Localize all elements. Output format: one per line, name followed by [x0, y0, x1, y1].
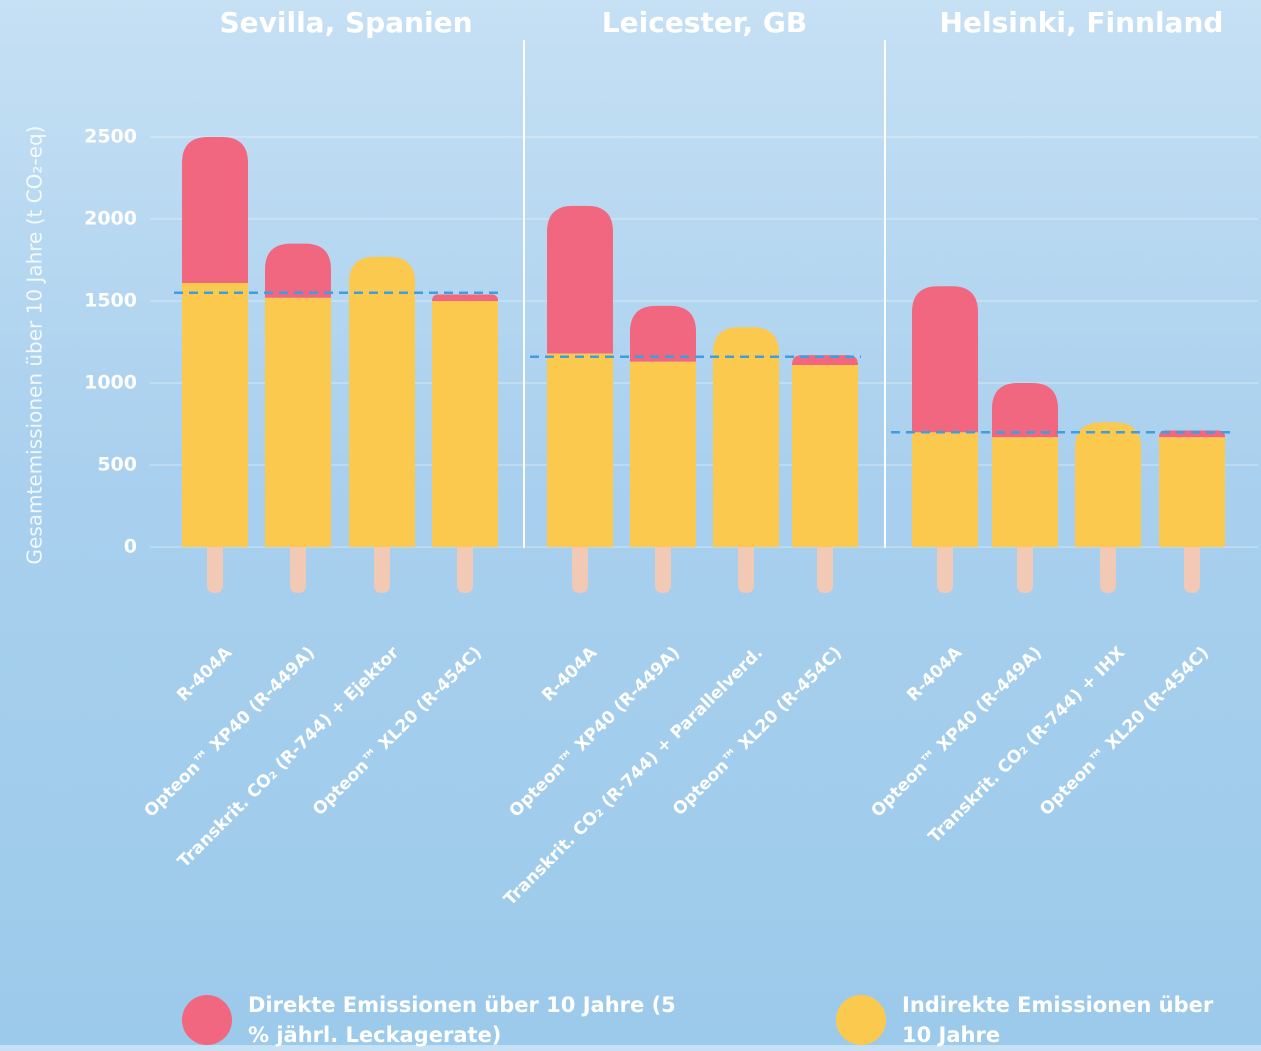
bar-indirect: [713, 327, 779, 547]
x-tick-label: Opteon™ XL20 (R-454C): [669, 643, 846, 820]
legend-label: Indirekte Emissionen über 10 Jahre: [902, 990, 1232, 1051]
panel-title: Sevilla, Spanien: [219, 6, 472, 39]
y-tick-label: 2500: [84, 126, 137, 148]
stick: [1184, 543, 1200, 593]
legend-item: Indirekte Emissionen über 10 Jahre: [836, 990, 1246, 1051]
stick: [572, 543, 588, 593]
bar-indirect: [1159, 437, 1225, 547]
legend-item: Direkte Emissionen über 10 Jahre (5 % jä…: [182, 990, 702, 1051]
bar-indirect: [182, 283, 248, 547]
legend-swatch: [836, 995, 886, 1045]
bar-indirect: [1075, 422, 1141, 547]
bar-indirect: [630, 362, 696, 547]
stick: [207, 543, 223, 593]
bar-direct: [432, 294, 498, 301]
stick: [738, 543, 754, 593]
stick: [655, 543, 671, 593]
x-tick-label: Opteon™ XP40 (R-449A): [868, 643, 1047, 822]
panel-title: Helsinki, Finnland: [940, 6, 1224, 39]
x-tick-label: Opteon™ XL20 (R-454C): [309, 643, 486, 820]
page: {"chart_data": { "type": "bar", "stacked…: [0, 0, 1261, 1045]
bar-indirect: [912, 432, 978, 547]
stick: [937, 543, 953, 593]
y-axis-label: Gesamtemissionen über 10 Jahre (t CO₂-eq…: [23, 126, 47, 565]
x-tick-label: R-404A: [903, 642, 966, 705]
stick: [1017, 543, 1033, 593]
bar-indirect: [349, 257, 415, 547]
stick: [457, 543, 473, 593]
bar-indirect: [992, 437, 1058, 547]
stick: [374, 543, 390, 593]
bar-direct: [265, 244, 331, 298]
bar-direct: [182, 137, 248, 283]
y-tick-label: 1000: [84, 372, 137, 394]
bar-direct: [912, 286, 978, 432]
bar-indirect: [265, 298, 331, 547]
panel-title: Leicester, GB: [602, 6, 807, 39]
bar-indirect: [432, 301, 498, 547]
bar-direct: [547, 206, 613, 354]
x-tick-label: Opteon™ XP40 (R-449A): [141, 643, 320, 822]
stick: [290, 543, 306, 593]
x-tick-label: R-404A: [538, 642, 601, 705]
x-tick-label: R-404A: [173, 642, 236, 705]
y-tick-label: 500: [97, 454, 137, 476]
legend-swatch: [182, 995, 232, 1045]
y-tick-label: 2000: [84, 208, 137, 230]
y-tick-label: 0: [124, 536, 137, 558]
chart: Gesamtemissionen über 10 Jahre (t CO₂-eq…: [0, 0, 1261, 1045]
bar-indirect: [547, 353, 613, 547]
x-tick-label: Opteon™ XL20 (R-454C): [1036, 643, 1213, 820]
bar-direct: [630, 306, 696, 362]
stick: [1100, 543, 1116, 593]
y-tick-label: 1500: [84, 290, 137, 312]
legend-label: Direkte Emissionen über 10 Jahre (5 % jä…: [248, 990, 702, 1051]
bar-indirect: [792, 365, 858, 547]
x-tick-label: Opteon™ XP40 (R-449A): [506, 643, 685, 822]
bar-direct: [992, 383, 1058, 437]
stick: [817, 543, 833, 593]
